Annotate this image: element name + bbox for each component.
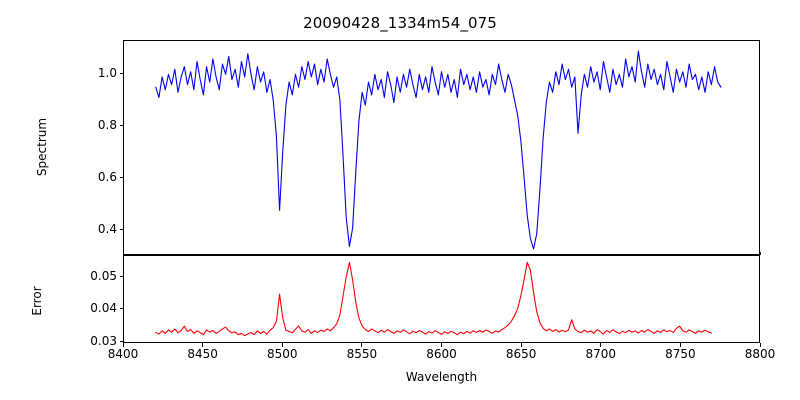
y-tick-mark [119, 308, 123, 310]
y-tick-label: 0.05 [90, 268, 117, 283]
spectrum-panel [123, 40, 760, 255]
y-axis-label-error: Error [30, 286, 44, 316]
x-tick-mark [759, 251, 761, 255]
y-tick-mark [119, 124, 123, 127]
y-tick-label: 0.4 [97, 221, 117, 236]
x-tick-mark [202, 343, 204, 347]
y-tick-mark [119, 228, 123, 230]
x-tick-label: 8650 [505, 347, 537, 361]
y-tick-mark [119, 275, 123, 277]
y-tick-mark [119, 176, 123, 178]
x-tick-label: 8550 [346, 347, 378, 361]
error-data-line [155, 261, 712, 337]
x-tick-label: 8750 [665, 347, 696, 361]
spectrum-data-line [155, 50, 722, 250]
y-tick-mark [119, 340, 123, 342]
x-tick-mark [600, 343, 602, 347]
y-tick-label: 0.8 [97, 117, 117, 132]
y-axis-label-spectrum: Spectrum [35, 117, 49, 177]
x-tick-label: 8450 [187, 347, 218, 361]
x-axis-label: Wavelength [405, 370, 478, 384]
x-tick-mark [122, 343, 124, 347]
x-tick-mark [679, 343, 681, 347]
y-tick-label: 1.0 [97, 66, 117, 81]
x-tick-label: 8800 [744, 347, 776, 361]
x-tick-mark [361, 343, 363, 347]
y-tick-label: 0.04 [90, 301, 117, 316]
y-tick-label: 0.6 [97, 169, 117, 184]
x-tick-label: 8600 [426, 347, 457, 361]
error-panel [123, 255, 760, 343]
x-tick-mark [759, 343, 761, 347]
spectrum-plot-area [155, 50, 722, 250]
x-tick-mark [520, 343, 522, 347]
x-tick-label: 8400 [107, 347, 139, 361]
page-title: 20090428_1334m54_075 [303, 14, 497, 32]
x-tick-mark [281, 343, 283, 347]
x-tick-label: 8500 [266, 347, 298, 361]
error-plot-area [155, 261, 712, 337]
y-tick-label: 0.03 [90, 333, 117, 348]
x-tick-label: 8700 [585, 347, 617, 361]
x-tick-mark [441, 343, 443, 347]
y-tick-mark [119, 73, 123, 75]
